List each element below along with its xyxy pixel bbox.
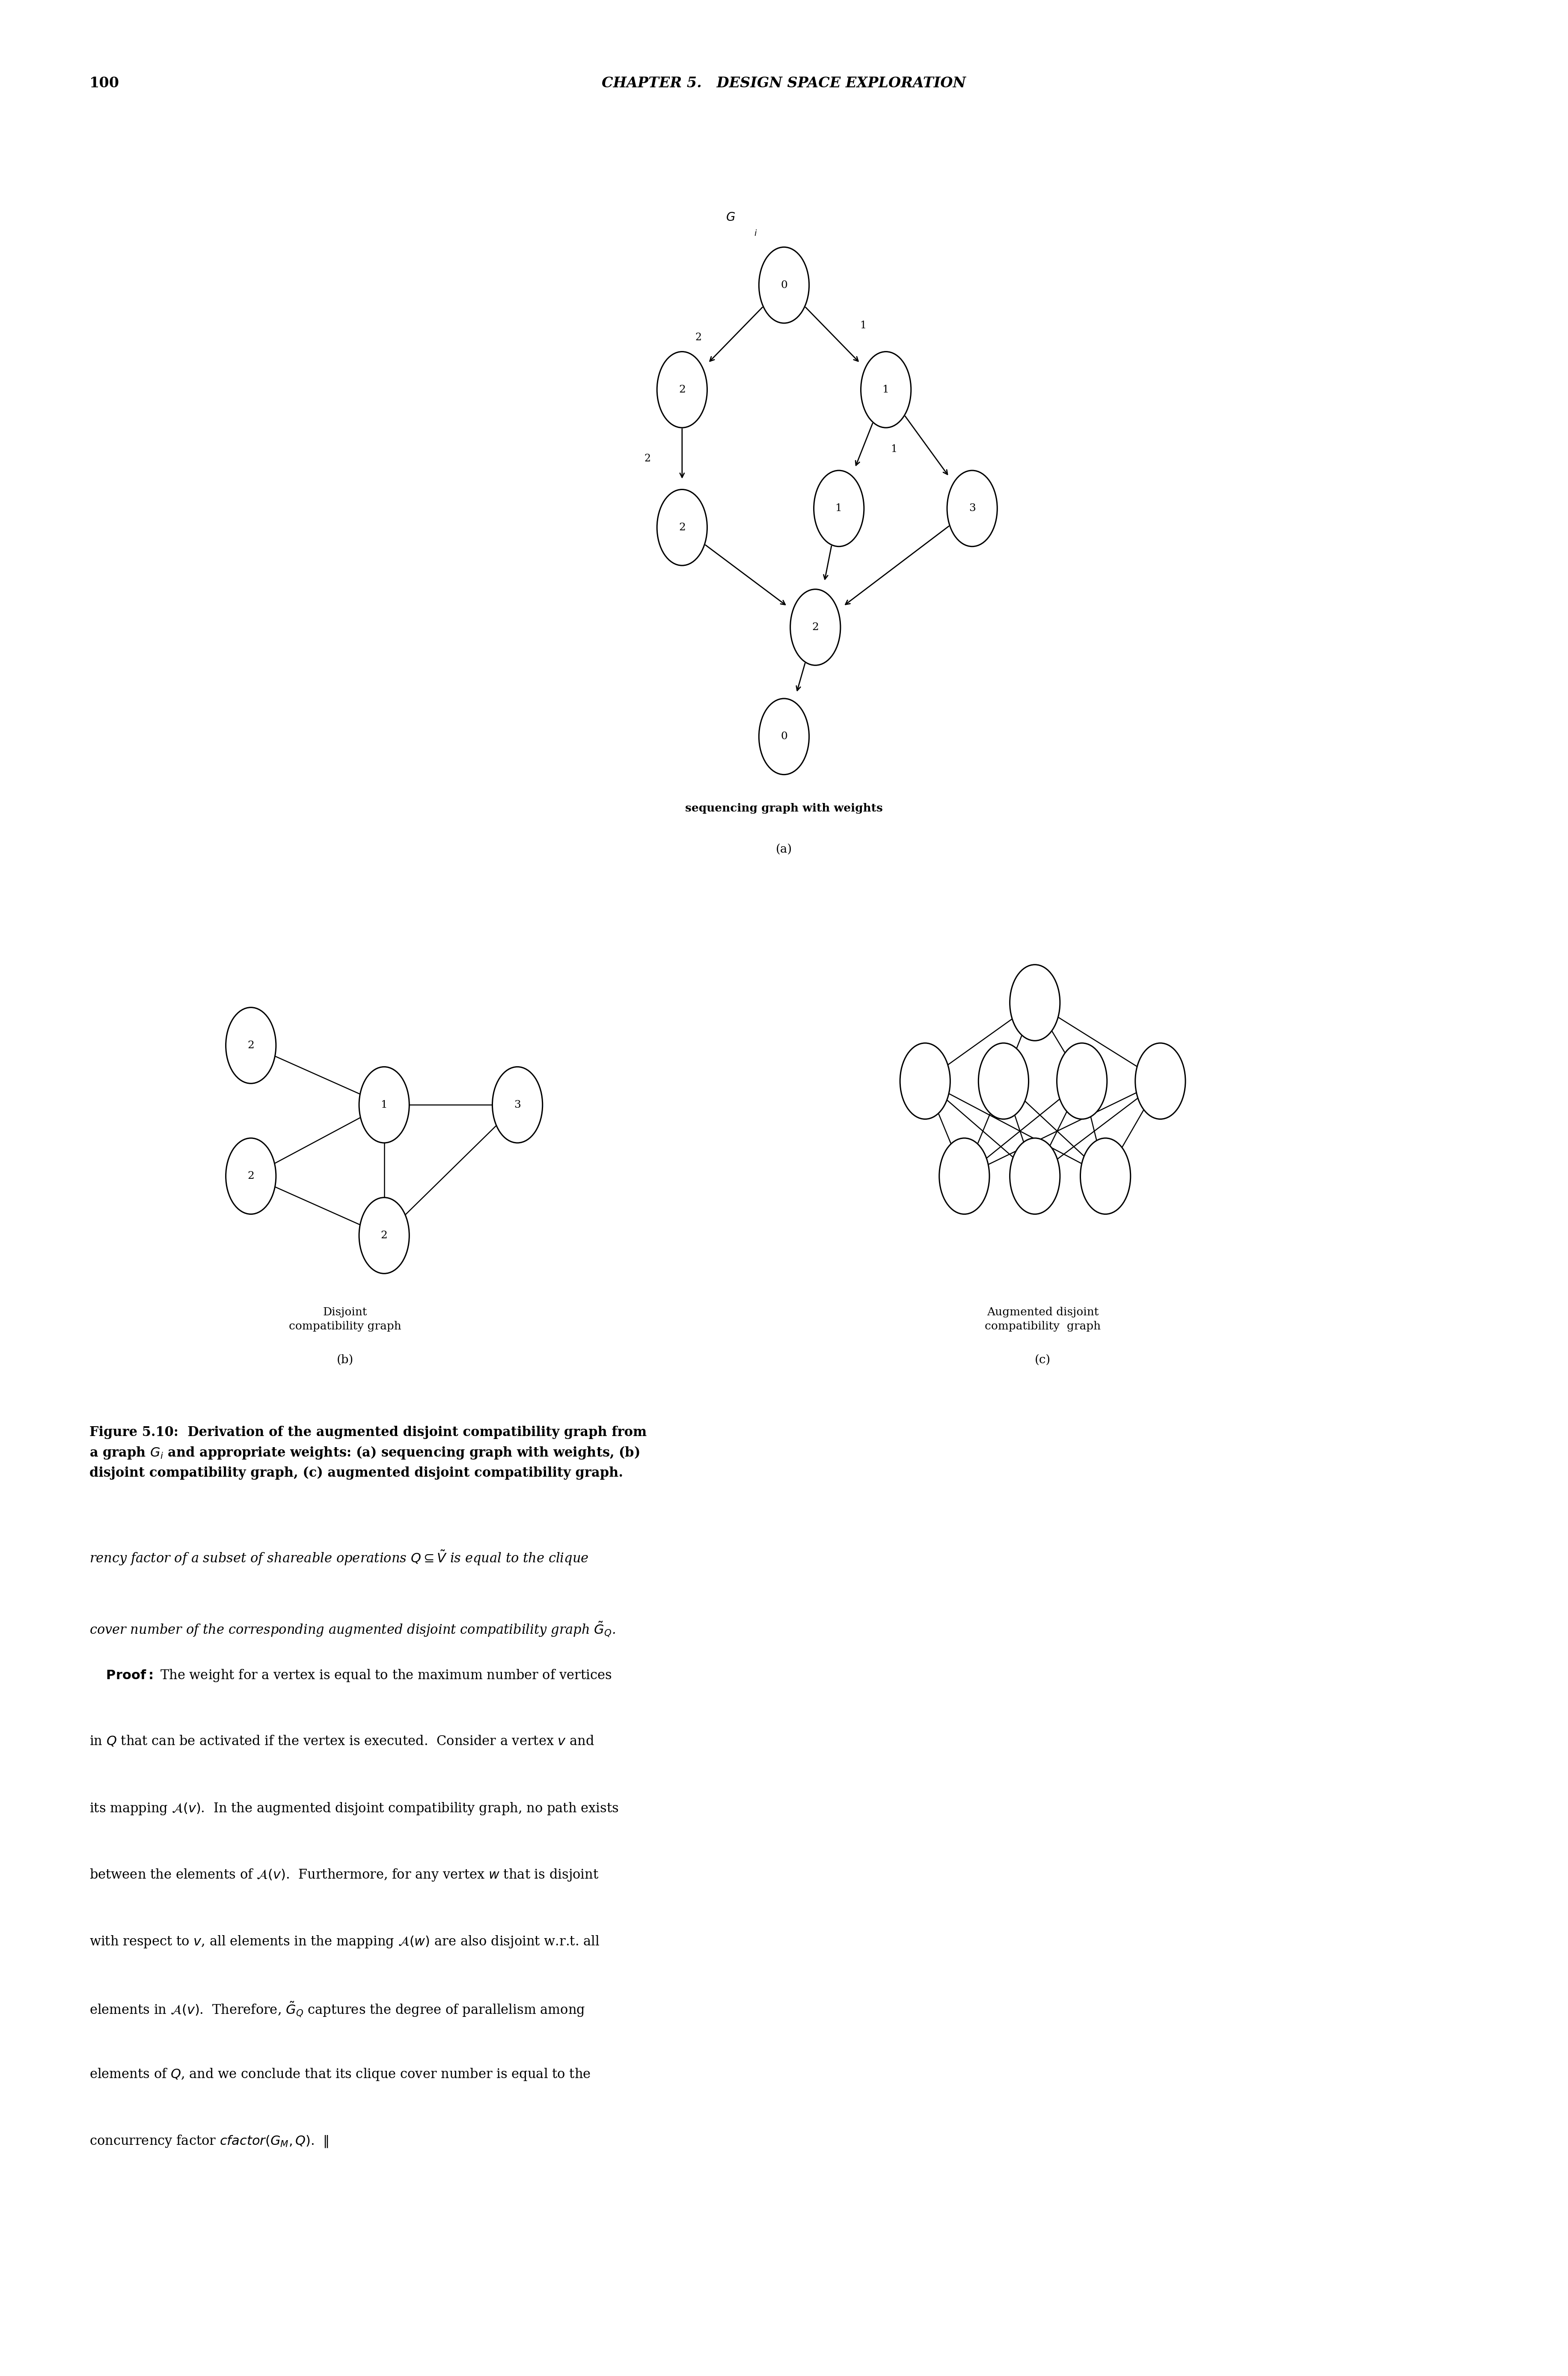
Text: Disjoint
compatibility graph: Disjoint compatibility graph <box>289 1307 401 1331</box>
Circle shape <box>1080 1138 1131 1214</box>
Circle shape <box>947 470 997 546</box>
Text: 3: 3 <box>969 504 975 513</box>
Text: 2: 2 <box>248 1041 254 1050</box>
Text: with respect to $v$, all elements in the mapping $\mathcal{A}(w)$ are also disjo: with respect to $v$, all elements in the… <box>89 1934 599 1948</box>
Text: $i$: $i$ <box>754 230 757 238</box>
Text: 2: 2 <box>695 333 702 342</box>
Text: Figure 5.10:  Derivation of the augmented disjoint compatibility graph from
a gr: Figure 5.10: Derivation of the augmented… <box>89 1426 646 1480</box>
Circle shape <box>759 699 809 775</box>
Text: 2: 2 <box>381 1231 387 1240</box>
Text: elements in $\mathcal{A}(v)$.  Therefore, $\tilde{G}_Q$ captures the degree of p: elements in $\mathcal{A}(v)$. Therefore,… <box>89 2001 585 2017</box>
Text: $\mathbf{Proof:}$ The weight for a vertex is equal to the maximum number of vert: $\mathbf{Proof:}$ The weight for a verte… <box>89 1668 612 1682</box>
Circle shape <box>759 247 809 323</box>
Text: 2: 2 <box>644 454 651 463</box>
Text: cover number of the corresponding augmented disjoint compatibility graph $\tilde: cover number of the corresponding augmen… <box>89 1620 616 1637</box>
Text: its mapping $\mathcal{A}(v)$.  In the augmented disjoint compatibility graph, no: its mapping $\mathcal{A}(v)$. In the aug… <box>89 1801 619 1815</box>
Circle shape <box>492 1067 543 1143</box>
Circle shape <box>814 470 864 546</box>
Text: in $Q$ that can be activated if the vertex is executed.  Consider a vertex $v$ a: in $Q$ that can be activated if the vert… <box>89 1734 594 1749</box>
Circle shape <box>978 1043 1029 1119</box>
Text: 2: 2 <box>679 523 685 532</box>
Text: CHAPTER 5.   DESIGN SPACE EXPLORATION: CHAPTER 5. DESIGN SPACE EXPLORATION <box>602 76 966 90</box>
Text: 0: 0 <box>781 280 787 290</box>
Circle shape <box>939 1138 989 1214</box>
Text: rency factor of a subset of shareable operations $Q \subseteq \tilde{V}$ is equa: rency factor of a subset of shareable op… <box>89 1549 588 1566</box>
Text: 100: 100 <box>89 76 119 90</box>
Text: 0: 0 <box>781 732 787 741</box>
Circle shape <box>359 1067 409 1143</box>
Text: 1: 1 <box>891 444 897 454</box>
Text: Augmented disjoint
compatibility  graph: Augmented disjoint compatibility graph <box>985 1307 1101 1331</box>
Text: sequencing graph with weights: sequencing graph with weights <box>685 803 883 815</box>
Circle shape <box>790 589 840 665</box>
Circle shape <box>1010 965 1060 1041</box>
Circle shape <box>900 1043 950 1119</box>
Text: 2: 2 <box>248 1171 254 1181</box>
Circle shape <box>1010 1138 1060 1214</box>
Circle shape <box>861 352 911 428</box>
Text: 2: 2 <box>812 623 818 632</box>
Text: (b): (b) <box>337 1354 353 1366</box>
Circle shape <box>657 489 707 565</box>
Circle shape <box>657 352 707 428</box>
Text: 2: 2 <box>679 385 685 394</box>
Circle shape <box>226 1007 276 1083</box>
Text: 1: 1 <box>836 504 842 513</box>
Text: (a): (a) <box>776 843 792 855</box>
Text: 1: 1 <box>381 1100 387 1110</box>
Circle shape <box>226 1138 276 1214</box>
Text: between the elements of $\mathcal{A}(v)$.  Furthermore, for any vertex $w$ that : between the elements of $\mathcal{A}(v)$… <box>89 1868 599 1882</box>
Circle shape <box>1135 1043 1185 1119</box>
Text: elements of $Q$, and we conclude that its clique cover number is equal to the: elements of $Q$, and we conclude that it… <box>89 2067 591 2081</box>
Text: $G$: $G$ <box>726 211 735 223</box>
Text: concurrency factor $cfactor(G_M, Q)$.  $\|$: concurrency factor $cfactor(G_M, Q)$. $\… <box>89 2134 329 2148</box>
Circle shape <box>1057 1043 1107 1119</box>
Text: (c): (c) <box>1035 1354 1051 1366</box>
Text: 1: 1 <box>859 321 867 330</box>
Text: 3: 3 <box>514 1100 521 1110</box>
Circle shape <box>359 1198 409 1274</box>
Text: 1: 1 <box>883 385 889 394</box>
